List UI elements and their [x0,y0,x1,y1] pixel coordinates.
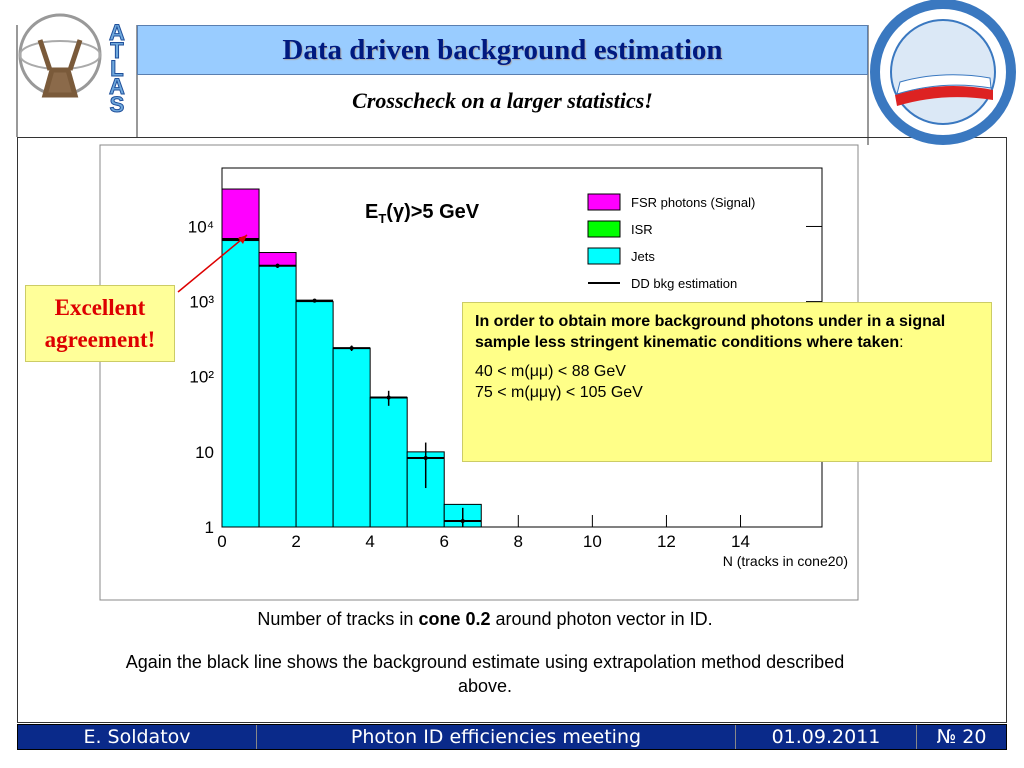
legend-swatch [587,220,621,238]
subtitle: Crosscheck on a larger statistics! [352,88,653,113]
x-axis-label: N (tracks in cone20) [723,553,848,569]
annotation-sub: T [378,211,386,226]
bar [258,265,297,528]
footer-author: E. Soldatov [18,725,257,749]
x-tick-label: 4 [365,532,374,551]
callout-arrow [177,234,248,293]
x-tick-label: 14 [731,532,750,551]
legend-label: ISR [631,222,653,237]
y-tick-label: 1 [205,518,214,537]
note-line: 40 < m(μμ) < 88 GeV [475,363,626,380]
legend-swatch [587,193,621,211]
estimate-point [460,519,465,524]
annotation-rest: (γ)>5 GeV [386,201,479,223]
x-tick-label: 6 [439,532,448,551]
plot: 0 2 4 6 8 10 12 14 1 10 10² 10³ 10⁴ [188,188,822,551]
x-tick-label: 10 [583,532,602,551]
x-tick-label: 12 [657,532,676,551]
bar [221,188,260,242]
atlas-text: ATLAS [109,20,126,117]
note-box: In order to obtain more background photo… [462,302,992,462]
x-tick-label: 2 [291,532,300,551]
atlas-logo [18,13,102,98]
title: Data driven background estimation [137,25,868,75]
note-line: 75 < m(μμγ) < 105 GeV [475,384,643,401]
footer: E. Soldatov Photon ID efficiencies meeti… [17,724,1007,750]
x-tick-label: 8 [514,532,523,551]
legend: FSR photons (Signal) ISR Jets DD bkg estima… [587,193,755,291]
legend-label: DD bkg estimation [631,276,737,291]
legend-label: FSR photons (Signal) [631,195,755,210]
bar [332,347,371,528]
bar [221,240,260,528]
caption-bold: cone 0.2 [418,609,491,629]
note-intro: In order to obtain more background photo… [475,311,979,353]
estimate-point [349,346,354,351]
callout-arrowhead [238,235,247,244]
legend-swatch [587,247,621,265]
content-frame [17,137,1007,723]
y-tick-label: 10² [189,368,214,387]
caption-text: Number of tracks in [257,609,419,629]
bar [369,396,408,528]
estimate-point [275,263,280,268]
mephi-logo [870,0,1016,145]
annotation: ET(γ)>5 GeV [365,201,480,226]
y-tick-label: 10³ [189,293,214,312]
estimate-point [386,395,391,400]
estimate-point [423,455,428,460]
caption-second: Again the black line shows the backgroun… [125,652,845,696]
legend-label: Jets [631,249,655,264]
footer-date: 01.09.2011 [736,725,917,749]
bar [295,301,334,528]
y-tick-label: 10⁴ [188,217,214,236]
footer-page: № 20 [936,726,987,748]
note-bold: In order to obtain more background photo… [475,313,946,351]
y-tick-label: 10 [195,443,214,462]
caption: Number of tracks in cone 0.2 around phot… [100,607,870,631]
estimate-point [312,298,317,303]
annotation-main: E [365,201,378,223]
x-tick-label: 0 [217,532,226,551]
note-colon: : [899,334,904,351]
callout: Excellent agreement! [25,285,175,362]
footer-meeting: Photon ID efficiencies meeting [257,725,736,749]
caption-text: around photon vector in ID. [490,609,713,629]
